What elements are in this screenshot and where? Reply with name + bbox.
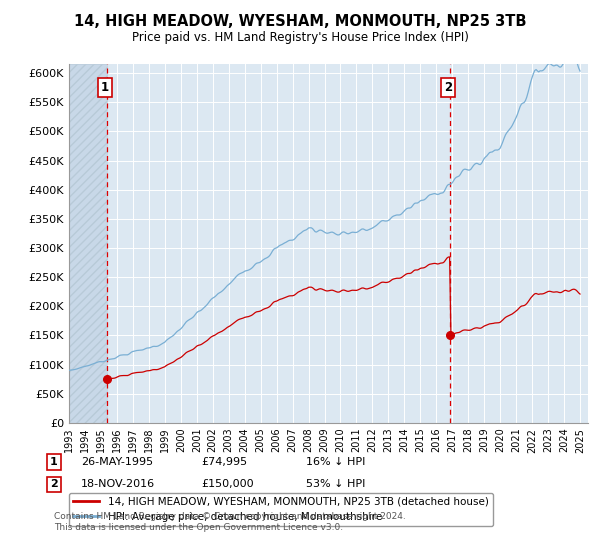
Text: 2: 2 <box>50 479 58 489</box>
Text: £150,000: £150,000 <box>201 479 254 489</box>
Text: 26-MAY-1995: 26-MAY-1995 <box>81 457 153 467</box>
Text: 2: 2 <box>444 81 452 94</box>
Text: Contains HM Land Registry data © Crown copyright and database right 2024.
This d: Contains HM Land Registry data © Crown c… <box>54 512 406 532</box>
Text: 18-NOV-2016: 18-NOV-2016 <box>81 479 155 489</box>
Bar <box>69 64 107 423</box>
Text: 1: 1 <box>101 81 109 94</box>
Text: Price paid vs. HM Land Registry's House Price Index (HPI): Price paid vs. HM Land Registry's House … <box>131 31 469 44</box>
Legend: 14, HIGH MEADOW, WYESHAM, MONMOUTH, NP25 3TB (detached house), HPI: Average pric: 14, HIGH MEADOW, WYESHAM, MONMOUTH, NP25… <box>69 493 493 526</box>
Text: 1: 1 <box>50 457 58 467</box>
Bar <box>69 64 107 423</box>
Text: 53% ↓ HPI: 53% ↓ HPI <box>306 479 365 489</box>
Text: 14, HIGH MEADOW, WYESHAM, MONMOUTH, NP25 3TB: 14, HIGH MEADOW, WYESHAM, MONMOUTH, NP25… <box>74 14 526 29</box>
Text: £74,995: £74,995 <box>201 457 247 467</box>
Text: 16% ↓ HPI: 16% ↓ HPI <box>306 457 365 467</box>
